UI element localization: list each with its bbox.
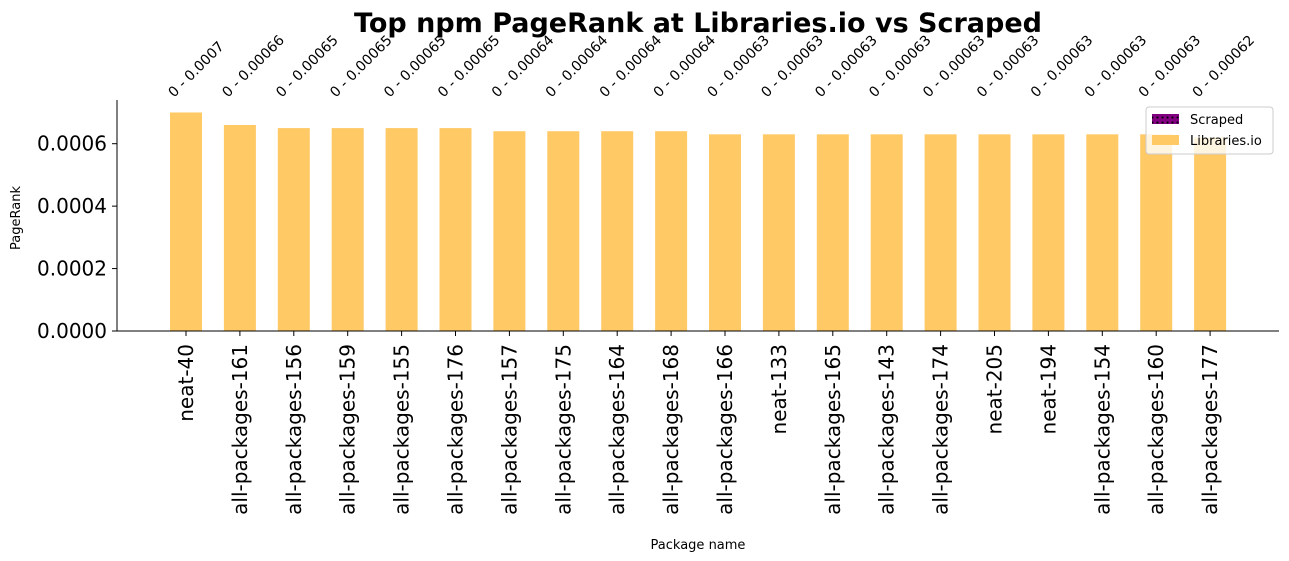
bar-librariesio-all-packages-165 bbox=[816, 134, 849, 331]
x-tick-label: all-packages-166 bbox=[713, 344, 737, 515]
x-tick-label: all-packages-175 bbox=[551, 344, 575, 515]
bar-librariesio-neat-40 bbox=[170, 112, 202, 332]
bar-librariesio-all-packages-159 bbox=[331, 128, 364, 331]
bar-librariesio-all-packages-143 bbox=[870, 134, 903, 331]
x-tick-label: all-packages-174 bbox=[929, 344, 953, 515]
x-tick-label: neat-194 bbox=[1036, 344, 1060, 434]
bar-librariesio-neat-205 bbox=[978, 134, 1011, 331]
bar-librariesio-all-packages-176 bbox=[439, 128, 472, 331]
x-tick-label: neat-205 bbox=[983, 344, 1007, 434]
x-tick-label: all-packages-159 bbox=[336, 344, 360, 515]
chart-title: Top npm PageRank at Libraries.io vs Scra… bbox=[354, 8, 1042, 39]
x-tick-label: all-packages-155 bbox=[390, 344, 414, 515]
y-tick-label: 0.0002 bbox=[37, 257, 107, 281]
x-tick-label: all-packages-168 bbox=[659, 344, 683, 515]
y-axis-label: PageRank bbox=[9, 186, 24, 250]
x-tick-label: all-packages-156 bbox=[282, 344, 306, 515]
bar-annotation: 0 - 0.0007 bbox=[166, 39, 228, 101]
bar-librariesio-all-packages-161 bbox=[223, 124, 256, 331]
legend-swatch-scraped bbox=[1152, 114, 1179, 124]
x-axis-ticks: neat-40 all-packages-161 all-packages-156 a… bbox=[174, 331, 1222, 515]
bar-librariesio-neat-133 bbox=[762, 134, 795, 331]
y-axis-ticks: 0.0000 0.0002 0.0004 0.0006 bbox=[37, 132, 117, 343]
bar-librariesio-all-packages-164 bbox=[601, 131, 634, 331]
bar-librariesio-all-packages-168 bbox=[655, 131, 688, 331]
x-tick-label: all-packages-157 bbox=[497, 344, 521, 515]
bars-group bbox=[170, 112, 1227, 332]
x-tick-label: all-packages-165 bbox=[821, 344, 845, 515]
bar-librariesio-all-packages-157 bbox=[493, 131, 526, 331]
y-tick-label: 0.0006 bbox=[37, 132, 107, 156]
x-tick-label: all-packages-164 bbox=[605, 344, 629, 515]
bar-librariesio-all-packages-174 bbox=[924, 134, 957, 331]
bar-librariesio-all-packages-166 bbox=[709, 134, 741, 331]
x-tick-label: all-packages-143 bbox=[875, 344, 899, 515]
x-tick-label: all-packages-176 bbox=[444, 344, 468, 515]
bar-librariesio-all-packages-155 bbox=[385, 128, 418, 331]
x-tick-label: all-packages-154 bbox=[1090, 344, 1114, 515]
bar-librariesio-all-packages-154 bbox=[1086, 134, 1119, 331]
bar-librariesio-all-packages-177 bbox=[1194, 137, 1227, 331]
y-tick-label: 0.0000 bbox=[37, 319, 107, 343]
legend-label-librariesio: Libraries.io bbox=[1190, 134, 1262, 149]
x-tick-label: neat-40 bbox=[174, 344, 198, 422]
y-tick-label: 0.0004 bbox=[37, 194, 107, 218]
bar-librariesio-all-packages-175 bbox=[547, 131, 580, 331]
x-tick-label: all-packages-177 bbox=[1198, 344, 1222, 515]
bar-librariesio-neat-194 bbox=[1032, 134, 1065, 331]
legend: Scraped Libraries.io bbox=[1145, 106, 1274, 155]
legend-swatch-librariesio bbox=[1152, 135, 1179, 145]
x-tick-label: all-packages-161 bbox=[228, 344, 252, 515]
legend-label-scraped: Scraped bbox=[1190, 113, 1243, 128]
x-axis-label: Package name bbox=[651, 538, 746, 553]
x-tick-label: neat-133 bbox=[767, 344, 791, 434]
bar-librariesio-all-packages-160 bbox=[1140, 134, 1173, 331]
x-tick-label: all-packages-160 bbox=[1144, 344, 1168, 515]
bar-librariesio-all-packages-156 bbox=[277, 128, 310, 331]
